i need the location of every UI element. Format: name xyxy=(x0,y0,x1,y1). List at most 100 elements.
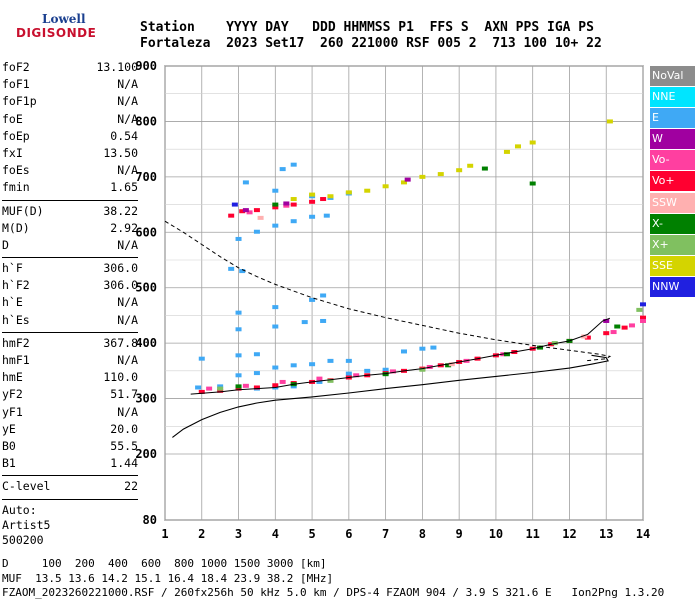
param-value: 1.44 xyxy=(110,456,138,471)
param-name: B1 xyxy=(2,456,16,471)
echo-point xyxy=(279,167,286,172)
echo-point xyxy=(309,297,316,302)
param-name: hmE xyxy=(2,370,23,385)
echo-point xyxy=(419,346,426,351)
echo-point xyxy=(272,188,279,193)
legend-item: X+ xyxy=(650,234,695,255)
echo-point xyxy=(309,362,316,367)
echo-point xyxy=(253,229,260,234)
echo-point xyxy=(382,367,389,372)
param-value: N/A xyxy=(117,353,138,367)
true-height-profile xyxy=(172,354,609,438)
echo-point xyxy=(217,384,224,389)
echo-point xyxy=(364,368,371,373)
param-value: 2.92 xyxy=(110,220,138,235)
echo-point xyxy=(309,199,316,204)
param-row: fxI 13.50 xyxy=(2,146,138,163)
x-tick-label: 3 xyxy=(235,527,242,541)
param-name: D xyxy=(2,237,9,252)
param-value: 367.8 xyxy=(103,335,138,350)
param-name: foF2 xyxy=(2,60,30,74)
x-tick-label: 9 xyxy=(456,527,463,541)
param-row: hmE 110.0 xyxy=(2,370,138,387)
echo-point xyxy=(217,388,224,393)
echo-point xyxy=(514,144,521,149)
echo-point xyxy=(467,163,474,168)
footer-muf: MUF 13.5 13.6 14.2 15.1 16.4 18.4 23.9 3… xyxy=(2,571,334,585)
echo-point xyxy=(272,365,279,370)
echo-point xyxy=(217,386,224,391)
echo-point xyxy=(290,363,297,368)
echo-point xyxy=(253,371,260,376)
param-separator xyxy=(2,498,138,500)
param-name: M(D) xyxy=(2,220,30,235)
echo-point xyxy=(272,202,279,207)
echo-point xyxy=(253,352,260,357)
echo-point xyxy=(581,334,588,339)
echo-point xyxy=(242,383,249,388)
param-name: foE xyxy=(2,111,23,126)
echo-point xyxy=(389,369,396,374)
param-value: N/A xyxy=(117,111,138,126)
legend-item: X- xyxy=(650,213,695,234)
echo-point xyxy=(235,236,242,241)
param-row: h`E N/A xyxy=(2,295,138,312)
y-tick-label: 300 xyxy=(135,392,157,406)
param-name: hmF1 xyxy=(2,353,30,367)
x-tick-label: 4 xyxy=(272,527,279,541)
echo-point xyxy=(628,323,635,328)
echo-point xyxy=(242,180,249,185)
param-value: 55.5 xyxy=(110,438,138,453)
x-tick-label: 7 xyxy=(382,527,389,541)
echo-point xyxy=(610,330,617,335)
param-row: foEs N/A xyxy=(2,163,138,180)
echo-point xyxy=(640,318,646,323)
param-row: h`Es N/A xyxy=(2,313,138,330)
echo-point xyxy=(283,201,290,206)
x-tick-label: 6 xyxy=(345,527,352,541)
legend-item: E xyxy=(650,108,695,129)
y-tick-label: 200 xyxy=(135,447,157,461)
param-value: N/A xyxy=(117,77,138,92)
echo-point xyxy=(419,367,426,372)
param-value: N/A xyxy=(117,94,138,109)
param-value: 0.54 xyxy=(110,128,138,143)
legend-item: SSE xyxy=(650,255,695,276)
echo-point xyxy=(257,215,264,220)
legend-item: Vo- xyxy=(650,150,695,171)
param-value: N/A xyxy=(117,237,138,252)
model-profile-dashed xyxy=(164,220,612,362)
param-value: 38.22 xyxy=(103,203,138,218)
param-name: hmF2 xyxy=(2,335,30,350)
plot-area xyxy=(164,65,644,521)
echo-point xyxy=(382,184,389,189)
echo-point xyxy=(448,362,455,367)
echo-point xyxy=(382,372,389,377)
param-value: 13.100 xyxy=(96,60,138,74)
logo-digisonde-text: DIGISONDE xyxy=(16,26,97,40)
echo-point xyxy=(529,140,536,145)
echo-point xyxy=(404,177,411,182)
echo-point xyxy=(235,384,242,389)
echo-point xyxy=(327,378,334,383)
param-name: foF1p xyxy=(2,94,37,109)
param-name: C-level xyxy=(2,479,51,494)
x-tick-label: 12 xyxy=(562,527,576,541)
echo-point xyxy=(195,385,202,390)
legend: NoVal NNE E W Vo- Vo+ SSW X- X+ SSE NNW xyxy=(650,66,695,298)
param-value: 110.0 xyxy=(103,370,138,385)
echo-point xyxy=(606,119,613,124)
legend-item: NoVal xyxy=(650,66,695,86)
param-value: 306.0 xyxy=(103,278,138,293)
echo-point xyxy=(290,384,297,389)
param-row: yE 20.0 xyxy=(2,422,138,439)
echo-point xyxy=(279,379,286,384)
param-row: foF2 13.100 xyxy=(2,60,138,77)
echo-point xyxy=(481,166,488,171)
footer: D 100 200 400 600 800 1000 1500 3000 [km… xyxy=(2,557,664,601)
echo-point xyxy=(198,389,205,394)
param-row: D N/A xyxy=(2,238,138,255)
echo-point xyxy=(228,213,235,218)
param-row: foF1 N/A xyxy=(2,77,138,94)
echo-point xyxy=(235,386,242,391)
